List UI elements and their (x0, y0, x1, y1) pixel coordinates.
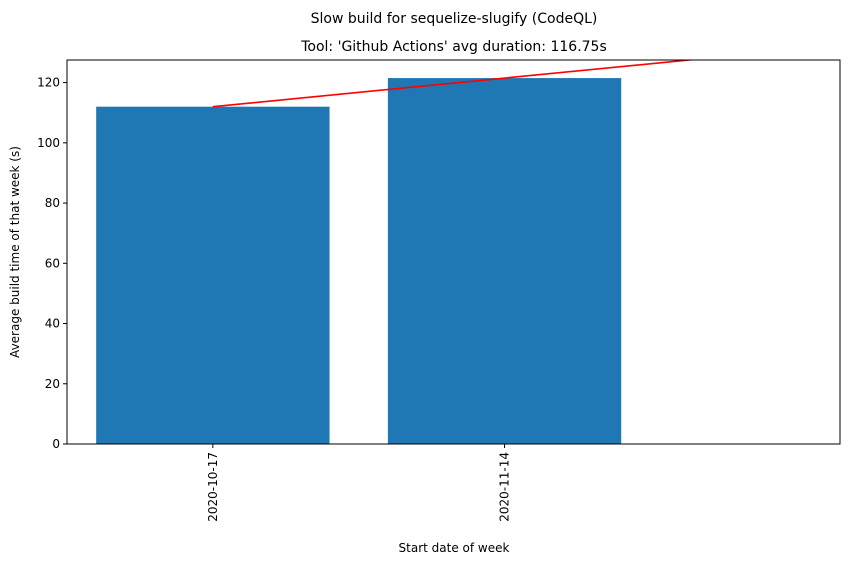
x-tick-label: 2020-10-17 (206, 452, 220, 522)
y-tick-label: 80 (45, 196, 60, 210)
y-tick-label: 120 (37, 76, 60, 90)
trend-group (212, 60, 697, 108)
y-tick-label: 0 (52, 437, 60, 451)
y-tick-label: 60 (45, 256, 60, 270)
bar-2020-11-14 (387, 78, 622, 444)
plot-frame (66, 59, 841, 445)
bars-group (96, 78, 622, 445)
chart-title: Tool: 'Github Actions' avg duration: 116… (300, 39, 607, 55)
chart-suptitle: Slow build for sequelize-slugify (CodeQL… (311, 11, 598, 27)
y-axis-label: Average build time of that week (s) (8, 146, 22, 358)
bar-2020-10-17 (96, 106, 330, 445)
x-axis: 2020-10-17 2020-11-14 (206, 444, 512, 522)
trend-line (212, 60, 697, 108)
y-tick-label: 40 (45, 317, 60, 331)
x-tick-label: 2020-11-14 (498, 452, 512, 522)
y-tick-label: 100 (37, 136, 60, 150)
x-axis-label: Start date of week (399, 541, 510, 555)
y-tick-label: 20 (45, 377, 60, 391)
y-axis: 0 20 40 60 80 100 120 (37, 76, 67, 451)
